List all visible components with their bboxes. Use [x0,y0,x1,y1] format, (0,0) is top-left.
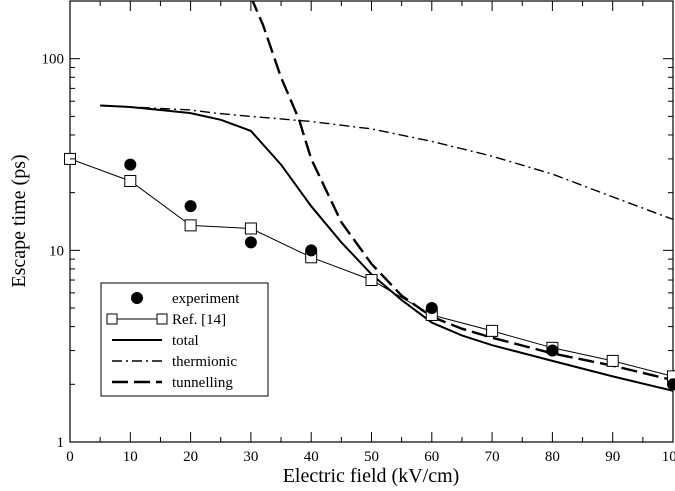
x-axis-title: Electric field (kV/cm) [283,465,460,487]
legend-label: experiment [172,291,240,307]
y-tick-label: 10 [49,243,64,259]
legend-label: thermionic [172,354,237,370]
legend: experiment Ref. [14] total thermionic tunnel… [100,282,269,397]
x-tick-label: 90 [605,449,620,465]
x-tick-label: 100 [662,449,675,465]
x-tick-label: 20 [183,449,198,465]
x-tick-label: 40 [304,449,319,465]
ref14-square-marker [606,354,619,367]
experiment-point [244,236,257,249]
legend-square-right [156,313,168,325]
x-tick-label: 10 [123,449,138,465]
ref14-square-marker [124,175,137,188]
x-tick-label: 70 [485,449,500,465]
x-tick-label: 30 [243,449,258,465]
experiment-point [425,302,438,315]
series-line-dashed [251,1,673,382]
legend-label: tunnelling [172,375,233,391]
y-tick-label: 100 [42,52,65,68]
experiment-point [305,244,318,257]
plot-series [64,1,675,392]
x-tick-label: 0 [66,449,74,465]
x-tick-label: 80 [545,449,560,465]
y-tick-label: 1 [57,435,65,451]
experiment-point [124,158,137,171]
ref14-square-marker [486,324,499,337]
x-tick-label: 50 [364,449,379,465]
axis-ticks [69,0,674,443]
ref14-square-marker [244,222,257,235]
legend-label: total [172,333,199,349]
ref14-square-marker [184,219,197,232]
series-line-solid [100,104,673,392]
experiment-point [546,344,559,357]
series-line-dashdot [100,104,673,221]
y-axis-title: Escape time (ps) [8,154,30,287]
ref14-square-marker [365,274,378,287]
x-tick-label: 60 [424,449,439,465]
legend-label: Ref. [14] [172,312,226,328]
legend-square-left [106,313,118,325]
legend-marker-experiment [131,292,143,304]
experiment-point [184,200,197,213]
axis-tick-labels: 0102030405060708090100110100 [42,52,675,465]
